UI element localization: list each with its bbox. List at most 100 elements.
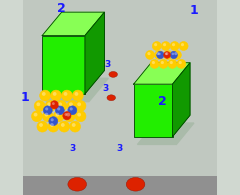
Circle shape [163, 51, 172, 59]
Circle shape [159, 59, 168, 68]
Circle shape [66, 113, 70, 117]
Circle shape [45, 107, 48, 111]
Circle shape [158, 53, 161, 55]
Circle shape [63, 112, 71, 120]
Circle shape [53, 111, 64, 122]
Circle shape [61, 123, 65, 127]
Polygon shape [46, 78, 108, 102]
Text: 2: 2 [57, 2, 66, 15]
Text: 3: 3 [116, 144, 122, 153]
Circle shape [56, 100, 67, 111]
Circle shape [156, 52, 159, 55]
Circle shape [165, 53, 167, 55]
Bar [23, 176, 217, 195]
Circle shape [72, 90, 83, 101]
Circle shape [170, 61, 173, 64]
Circle shape [174, 52, 177, 55]
Polygon shape [134, 63, 190, 84]
Circle shape [36, 102, 40, 106]
Circle shape [179, 42, 188, 51]
Circle shape [50, 123, 54, 127]
Bar [23, 1, 217, 176]
Text: 2: 2 [158, 95, 167, 108]
Polygon shape [42, 12, 104, 35]
Circle shape [69, 102, 73, 106]
Text: 3: 3 [102, 83, 108, 92]
Circle shape [163, 43, 166, 46]
Circle shape [43, 106, 52, 115]
Circle shape [51, 118, 54, 121]
Circle shape [40, 90, 51, 101]
Text: 1: 1 [190, 4, 198, 17]
Circle shape [31, 111, 42, 122]
Circle shape [165, 52, 168, 55]
Circle shape [181, 43, 184, 46]
Text: 1: 1 [20, 91, 29, 104]
Circle shape [65, 113, 67, 116]
Circle shape [154, 43, 157, 46]
Circle shape [75, 111, 86, 122]
Circle shape [50, 101, 59, 109]
Circle shape [72, 123, 76, 127]
Circle shape [58, 102, 62, 106]
Circle shape [48, 121, 59, 132]
Polygon shape [85, 12, 104, 94]
Circle shape [147, 52, 150, 55]
Circle shape [150, 59, 159, 68]
Circle shape [70, 107, 73, 111]
Circle shape [77, 113, 81, 117]
Circle shape [172, 53, 174, 55]
Circle shape [55, 106, 64, 115]
Circle shape [42, 111, 53, 122]
Ellipse shape [126, 177, 145, 191]
Circle shape [34, 100, 45, 111]
Circle shape [34, 113, 37, 117]
Circle shape [61, 90, 72, 101]
Polygon shape [173, 63, 190, 137]
Circle shape [45, 113, 48, 117]
Circle shape [67, 100, 78, 111]
Circle shape [64, 92, 67, 96]
Circle shape [172, 43, 175, 46]
Circle shape [75, 92, 78, 96]
Circle shape [170, 42, 179, 51]
Circle shape [168, 59, 177, 68]
Circle shape [45, 100, 56, 111]
Circle shape [164, 52, 170, 58]
Polygon shape [138, 123, 194, 144]
Circle shape [152, 42, 161, 51]
Circle shape [155, 51, 163, 59]
Ellipse shape [68, 177, 87, 191]
Ellipse shape [109, 72, 117, 77]
Circle shape [37, 121, 48, 132]
Circle shape [172, 51, 181, 59]
Circle shape [179, 61, 182, 64]
Circle shape [177, 59, 186, 68]
Circle shape [52, 102, 55, 105]
Circle shape [42, 92, 46, 96]
Circle shape [161, 42, 170, 51]
Circle shape [64, 111, 75, 122]
Circle shape [47, 102, 51, 106]
Circle shape [152, 61, 155, 64]
Circle shape [77, 102, 81, 106]
Circle shape [53, 92, 57, 96]
Circle shape [68, 106, 77, 115]
Circle shape [55, 113, 59, 117]
Bar [134, 84, 173, 137]
Circle shape [146, 51, 155, 59]
Circle shape [170, 51, 177, 59]
Circle shape [75, 100, 86, 111]
Circle shape [57, 107, 60, 111]
Circle shape [51, 90, 61, 101]
Text: 3: 3 [69, 144, 75, 153]
Ellipse shape [107, 95, 115, 101]
Bar [42, 35, 85, 94]
Circle shape [161, 61, 164, 64]
Circle shape [59, 121, 70, 132]
Text: 3: 3 [104, 60, 110, 69]
Circle shape [49, 117, 58, 126]
Circle shape [39, 123, 43, 127]
Circle shape [70, 121, 80, 132]
Circle shape [157, 51, 164, 59]
